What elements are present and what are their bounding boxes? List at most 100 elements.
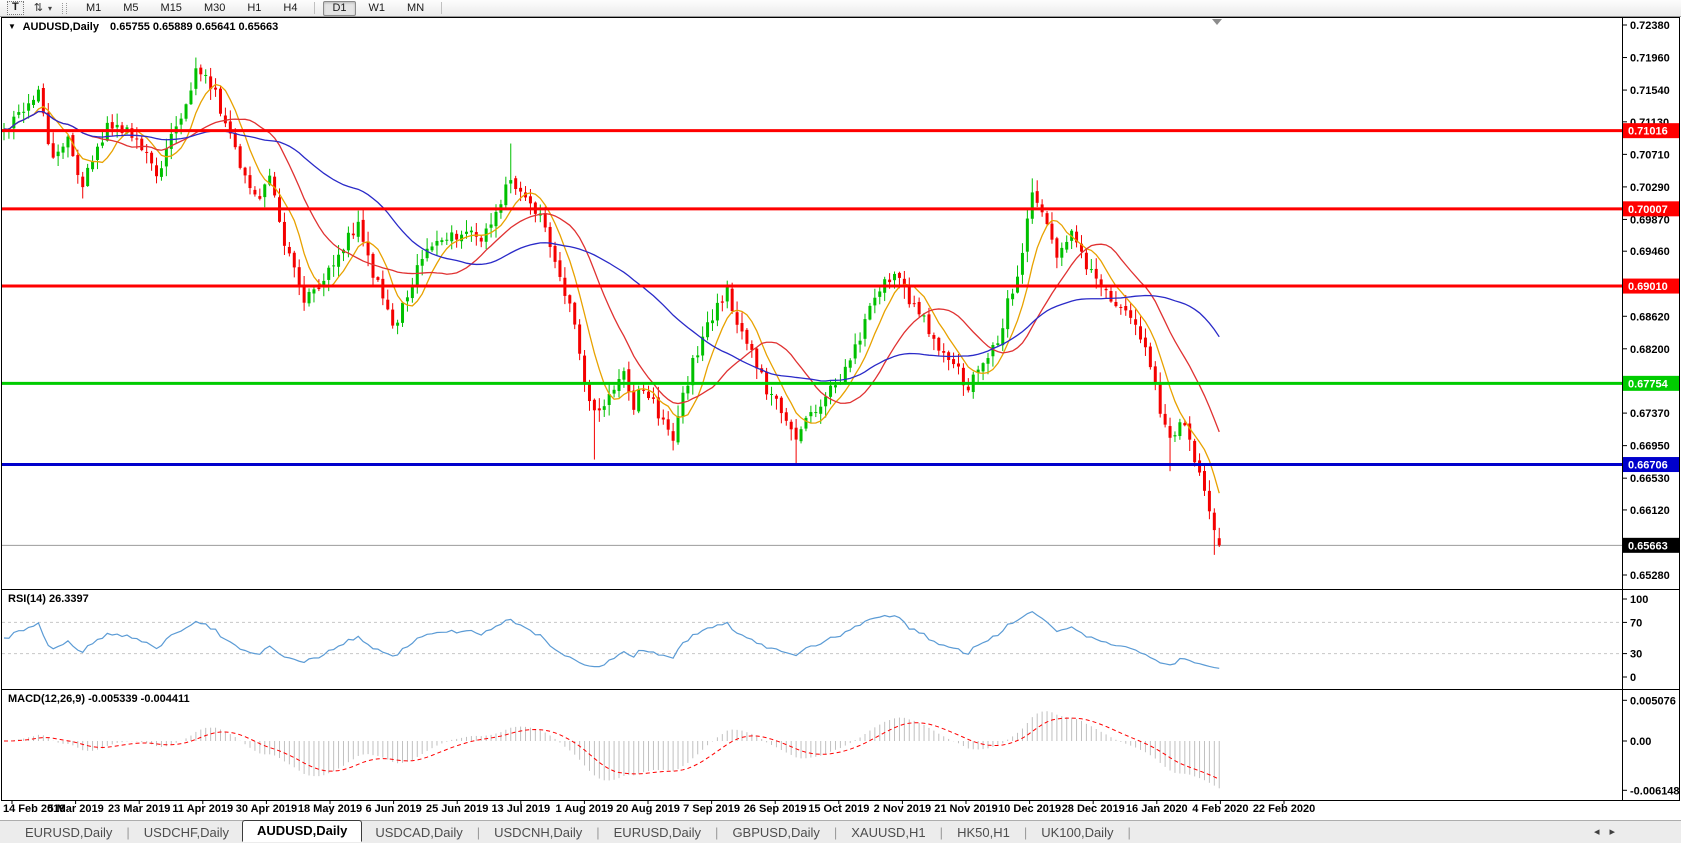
tab-separator: |	[715, 824, 719, 840]
time-axis-label: 23 Mar 2019	[107, 803, 171, 815]
chart-tab-usdcnh-daily[interactable]: USDCNH,Daily	[494, 824, 583, 840]
chart-tab-xauusd-h1[interactable]: XAUUSD,H1	[851, 824, 926, 840]
timeframe-button-h1[interactable]: H1	[247, 1, 262, 14]
chevron-down-icon[interactable]: ▾	[47, 3, 52, 13]
chart-tab-list: EURUSD,Daily | USDCHF,Daily AUDUSD,Daily USD…	[12, 820, 1132, 842]
price-tick-label: 0.66120	[1630, 505, 1670, 517]
macd-tick-label: 0.005076	[1630, 695, 1676, 707]
level-price-label-text: 0.70007	[1628, 204, 1668, 216]
main-price-pane[interactable]	[2, 17, 1622, 589]
time-axis-label: 18 May 2019	[297, 803, 363, 815]
tab-separator: |	[1023, 824, 1028, 840]
chart-tab-usdchf-daily[interactable]: USDCHF,Daily	[143, 824, 230, 840]
timeframe-button-mn[interactable]: MN	[407, 1, 425, 14]
level-price-label-text: 0.71016	[1628, 126, 1668, 138]
toolbar-grip[interactable]	[61, 2, 67, 14]
level-price-label-text: 0.69010	[1628, 281, 1668, 293]
time-axis-label: 4 Feb 2020	[1192, 803, 1249, 815]
time-axis-label: 2 Nov 2019	[873, 803, 932, 815]
level-price-label	[1623, 201, 1679, 217]
time-axis-label: 20 Aug 2019	[616, 803, 680, 815]
chart-tab-eurusd-daily[interactable]: EURUSD,Daily	[25, 824, 113, 840]
rsi-line	[3, 611, 1220, 669]
timeframe-button-d1[interactable]: D1	[323, 0, 356, 16]
tab-separator: |	[126, 824, 130, 840]
chart-tab-uk100-daily[interactable]: UK100,Daily	[1041, 824, 1114, 840]
timeframe-button-h4[interactable]: H4	[283, 1, 298, 14]
time-axis-label: 6 Jun 2019	[365, 803, 422, 815]
candlestick-series	[2, 57, 1622, 555]
chart-tabs-bar: EURUSD,Daily | USDCHF,Daily AUDUSD,Daily USD…	[0, 820, 1681, 843]
chart-tab-eurusd-daily[interactable]: EURUSD,Daily	[613, 824, 702, 840]
level-price-label	[1623, 278, 1679, 294]
time-axis-label: 16 Jan 2020	[1125, 803, 1188, 815]
level-price-label	[1623, 457, 1679, 473]
chart-symbol-period: AUDUSD,Daily	[22, 21, 99, 33]
time-axis-label: 15 Oct 2019	[808, 803, 870, 815]
moving-average-line-18	[3, 110, 1220, 433]
chart-shift-marker-icon[interactable]	[1212, 19, 1222, 25]
time-axis-label: 26 Sep 2019	[743, 803, 807, 815]
chart-title: ▼ AUDUSD,Daily 0.65755 0.65889 0.65641 0…	[8, 21, 278, 33]
chart-tab-gbpusd-daily[interactable]: GBPUSD,Daily	[732, 824, 820, 840]
time-axis-label: 30 Apr 2019	[235, 803, 298, 815]
tab-separator: |	[1127, 824, 1131, 840]
tab-scroll-arrows: ◂▸	[1594, 825, 1625, 838]
price-tick-label: 0.68200	[1630, 344, 1670, 356]
price-tick-label: 0.66530	[1630, 473, 1670, 485]
level-price-label	[1623, 375, 1679, 391]
price-tick-label: 0.70710	[1630, 149, 1670, 161]
price-tick-label: 0.66950	[1630, 441, 1670, 453]
timeframe-button-m1[interactable]: M1	[85, 1, 102, 14]
chart-tab-hk50-h1[interactable]: HK50,H1	[957, 824, 1010, 840]
time-axis-label: 28 Dec 2019	[1061, 803, 1125, 815]
rsi-pane[interactable]	[2, 590, 1622, 689]
rsi-indicator-label: RSI(14) 26.3397	[8, 593, 89, 605]
arrows-tool-button[interactable]: ⇅	[33, 2, 43, 14]
time-axis-label: 1 Aug 2019	[555, 803, 614, 815]
price-tick-label: 0.72380	[1630, 20, 1670, 32]
macd-indicator-label: MACD(12,26,9) -0.005339 -0.004411	[8, 693, 190, 705]
price-tick-label: 0.65280	[1630, 570, 1670, 582]
macd-tick-label: -0.006148	[1630, 785, 1680, 797]
moving-average-line-7	[3, 83, 1220, 494]
price-tick-label: 0.69870	[1630, 214, 1670, 226]
rsi-series	[2, 611, 1622, 669]
timeframe-button-group: M1 M5 M15 M30 H1 H4 D1 W1 MN	[75, 0, 448, 16]
tab-separator: |	[476, 824, 481, 840]
level-price-label-text: 0.66706	[1628, 460, 1668, 472]
macd-tick-label: 0.00	[1630, 736, 1651, 748]
price-tick-label: 0.68620	[1630, 311, 1670, 323]
bid-price-label	[1623, 537, 1679, 553]
time-axis-label: 25 Jun 2019	[426, 803, 489, 815]
text-tool-button[interactable]: T	[7, 1, 24, 15]
macd-series	[3, 711, 1220, 789]
chart-dropdown-icon[interactable]: ▼	[8, 22, 16, 31]
macd-pane[interactable]	[2, 690, 1622, 800]
time-axis-label: 5 Mar 2019	[47, 803, 104, 815]
bid-price-label-text: 0.65663	[1628, 540, 1668, 552]
toolbar-separator	[314, 2, 316, 14]
time-axis-label: 10 Dec 2019	[998, 803, 1062, 815]
level-price-label-text: 0.67754	[1628, 378, 1669, 390]
timeframe-button-w1[interactable]: W1	[368, 1, 386, 14]
tab-scroll-left-icon[interactable]: ◂	[1593, 826, 1610, 838]
chart-tab-usdcad-daily[interactable]: USDCAD,Daily	[375, 824, 463, 840]
price-tick-label: 0.71540	[1630, 85, 1670, 97]
time-axis-label: 21 Nov 2019	[934, 803, 998, 815]
timeframe-button-m15[interactable]: M15	[160, 1, 182, 14]
tab-separator: |	[833, 824, 838, 840]
rsi-tick-label: 100	[1630, 594, 1648, 606]
tab-separator: |	[939, 824, 944, 840]
price-tick-label: 0.67370	[1630, 408, 1670, 420]
chart-tab-audusd-daily[interactable]: AUDUSD,Daily	[242, 820, 363, 842]
tab-scroll-right-icon[interactable]: ▸	[1609, 826, 1625, 838]
timeframe-button-m30[interactable]: M30	[203, 1, 226, 14]
rsi-tick-label: 70	[1630, 617, 1642, 629]
price-axis: 0.723800.719600.715400.711300.707100.702…	[1622, 20, 1680, 797]
time-axis-label: 14 Feb 2019	[3, 803, 66, 815]
toolbar-separator	[441, 2, 443, 14]
timeframe-button-m5[interactable]: M5	[123, 1, 139, 14]
